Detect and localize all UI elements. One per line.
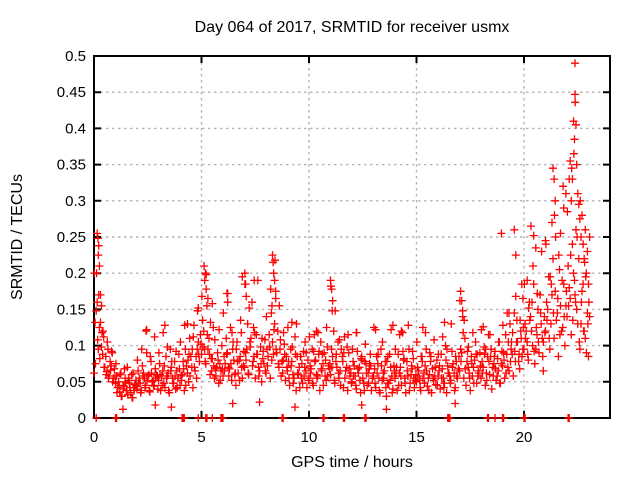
y-tick-label: 0.1 — [65, 338, 86, 355]
y-tick-label: 0.3 — [65, 193, 86, 210]
chart-title: Day 064 of 2017, SRMTID for receiver usm… — [195, 19, 510, 36]
x-axis-label: GPS time / hours — [291, 454, 413, 471]
plot-area: 0 5 10 15 20 0 0.05 0.1 0.15 0.2 0.25 0.3 0.35 0.4 0.4… — [57, 48, 611, 446]
x-tick-label: 5 — [197, 429, 205, 446]
y-tick-label: 0.05 — [57, 374, 86, 391]
x-tick-label: 0 — [90, 429, 98, 446]
x-tick-label: 10 — [301, 429, 318, 446]
y-tick-label: 0 — [78, 410, 86, 427]
y-axis-label: SRMTID / TECUs — [9, 174, 26, 300]
y-tick-label: 0.25 — [57, 229, 86, 246]
y-tick-label: 0.35 — [57, 157, 86, 174]
x-tick-label: 15 — [408, 429, 425, 446]
y-tick-label: 0.5 — [65, 48, 86, 65]
plot-border — [93, 55, 611, 419]
data-point-markers — [90, 59, 594, 422]
y-tick-label: 0.45 — [57, 84, 86, 101]
y-tick-label: 0.4 — [65, 120, 86, 137]
y-tick-label: 0.2 — [65, 265, 86, 282]
x-tick-label: 20 — [516, 429, 533, 446]
y-tick-label: 0.15 — [57, 301, 86, 318]
